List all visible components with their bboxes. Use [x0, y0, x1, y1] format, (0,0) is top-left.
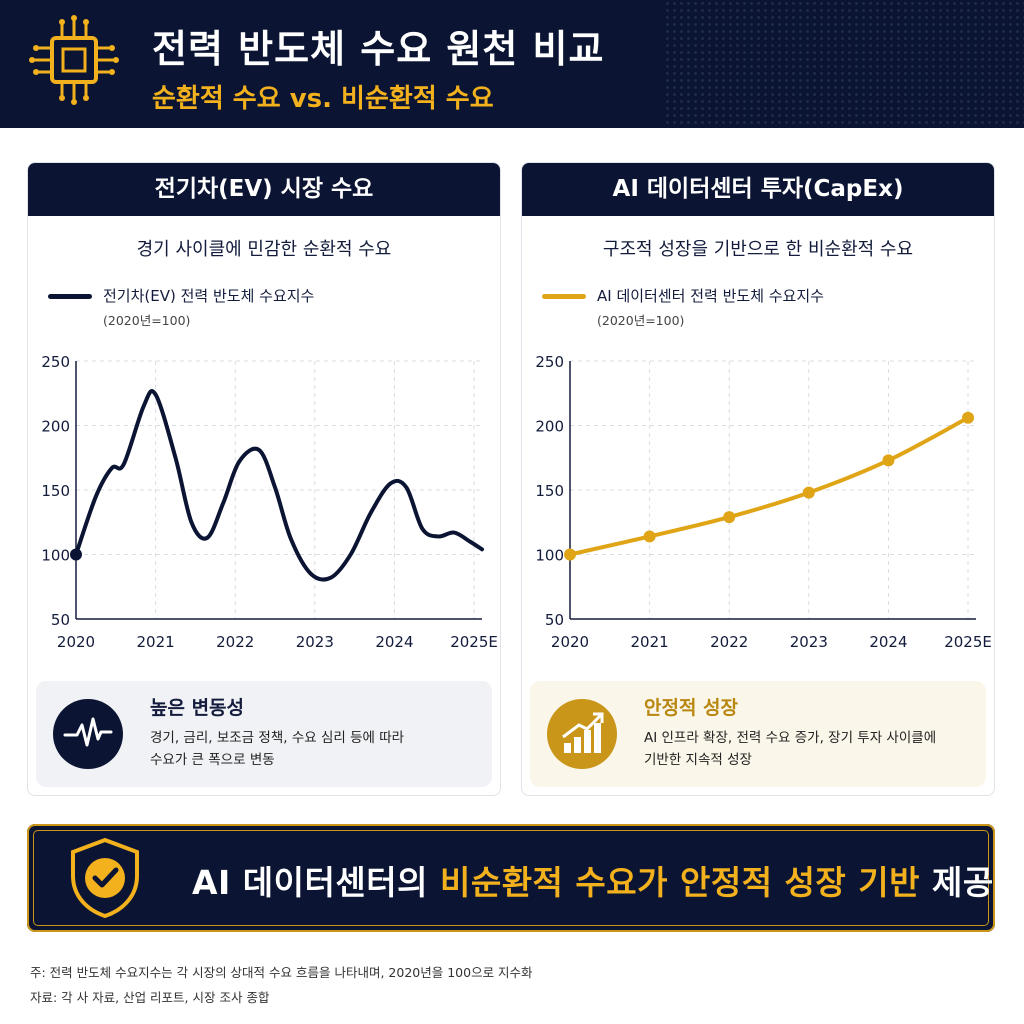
banner-text-part-3: [668, 863, 680, 902]
banner-border: [33, 830, 989, 926]
banner-highlight-2: 안정적 성장 기반: [679, 863, 920, 902]
ev-panel-subtitle: 경기 사이클에 민감한 순환적 수요: [136, 239, 392, 260]
ev-start-point: [70, 548, 82, 561]
shield-check-icon: [71, 837, 139, 919]
ai-legend-note: (2020년=100): [597, 313, 685, 328]
ai-box-title: 안정적 성장: [644, 697, 739, 719]
ai-legend-swatch: [542, 294, 586, 299]
ai-box-desc-line-2: 기반한 지속적 성장: [644, 752, 752, 768]
ai-data-point: [802, 486, 815, 499]
ev-xtick-label: 2020: [57, 633, 95, 651]
ev-ytick-label: 50: [51, 611, 70, 629]
ai-ytick-label: 50: [545, 611, 564, 629]
chip-icon: [29, 15, 119, 105]
ev-ytick-label: 150: [41, 482, 70, 500]
ev-ytick-label: 200: [41, 418, 70, 436]
ai-panel: AI 데이터센터 투자(CapEx) 구조적 성장을 기반으로 한 비순환적 수…: [521, 162, 995, 796]
ai-xtick-label: 2021: [631, 633, 669, 651]
ai-growth-box: 안정적 성장 AI 인프라 확장, 전력 수요 증가, 장기 투자 사이클에 기…: [530, 681, 986, 787]
footnote-definition: 주: 전력 반도체 수요지수는 각 시장의 상대적 수요 흐름을 나타내며, 2…: [30, 965, 533, 980]
banner-text-part-1: AI 데이터센터의: [192, 863, 440, 902]
banner-message: AI 데이터센터의 비순환적 수요가 안정적 성장 기반 제공: [192, 856, 994, 904]
banner-highlight-1: 비순환적 수요가: [439, 863, 668, 902]
ev-panel-title: 전기차(EV) 시장 수요: [28, 163, 500, 216]
ev-line-chart: 50 100 150 200 250 2020 2021 2022 2023 2024 2025E: [41, 353, 498, 651]
ai-data-point: [564, 548, 576, 561]
ai-xtick-label: 2024: [869, 633, 907, 651]
page-title: 전력 반도체 수요 원천 비교: [152, 27, 605, 71]
ev-legend-note: (2020년=100): [103, 313, 191, 328]
ev-series-line: [74, 389, 484, 582]
ai-box-desc-line-1: AI 인프라 확장, 전력 수요 증가, 장기 투자 사이클에: [644, 730, 937, 746]
header: 전력 반도체 수요 원천 비교 순환적 수요 vs. 비순환적 수요: [0, 0, 1024, 128]
ev-xtick-label: 2025E: [450, 633, 498, 651]
ai-ytick-label: 250: [535, 353, 564, 371]
conclusion-banner: AI 데이터센터의 비순환적 수요가 안정적 성장 기반 제공: [27, 824, 995, 932]
ai-data-point: [643, 530, 656, 543]
page-subtitle: 순환적 수요 vs. 비순환적 수요: [152, 84, 494, 114]
ai-series-line: [568, 415, 971, 557]
ai-ytick-label: 200: [535, 418, 564, 436]
ai-data-point: [882, 454, 895, 467]
ai-xtick-label: 2020: [551, 633, 589, 651]
ev-xtick-label: 2024: [375, 633, 413, 651]
ai-line-chart: 50 100 150 200 250 2020 2021 2022 2023 2024 2025E: [535, 353, 992, 651]
ev-legend-label: 전기차(EV) 전력 반도체 수요지수: [103, 287, 315, 305]
ev-volatility-box: 높은 변동성 경기, 금리, 보조금 정책, 수요 심리 등에 따라 수요가 큰…: [36, 681, 492, 787]
pulse-icon: [53, 699, 123, 769]
ai-box-description: AI 인프라 확장, 전력 수요 증가, 장기 투자 사이클에 기반한 지속적 …: [644, 727, 936, 771]
banner-text-part-5: 제공: [919, 863, 994, 902]
growth-chart-icon: [547, 699, 617, 769]
ev-legend-swatch: [48, 294, 92, 299]
ai-ytick-label: 100: [535, 547, 564, 565]
ai-ytick-label: 150: [535, 482, 564, 500]
ev-box-description: 경기, 금리, 보조금 정책, 수요 심리 등에 따라 수요가 큰 폭으로 변동: [150, 727, 404, 771]
ev-ytick-label: 250: [41, 353, 70, 371]
ai-panel-subtitle: 구조적 성장을 기반으로 한 비순환적 수요: [602, 239, 914, 260]
ev-xtick-label: 2021: [137, 633, 175, 651]
ai-xtick-label: 2023: [790, 633, 828, 651]
ev-box-desc-line-2: 수요가 큰 폭으로 변동: [150, 752, 275, 768]
ai-xtick-label: 2022: [710, 633, 748, 651]
ev-panel: 전기차(EV) 시장 수요 경기 사이클에 민감한 순환적 수요 전기차(EV)…: [27, 162, 501, 796]
footnote-source: 자료: 각 사 자료, 산업 리포트, 시장 조사 종합: [30, 990, 270, 1005]
ev-xtick-label: 2022: [216, 633, 254, 651]
ai-data-point: [723, 511, 736, 524]
ev-xtick-label: 2023: [296, 633, 334, 651]
ev-box-title: 높은 변동성: [150, 697, 245, 719]
ai-xtick-label: 2025E: [944, 633, 992, 651]
ai-panel-title: AI 데이터센터 투자(CapEx): [522, 163, 994, 216]
ev-box-desc-line-1: 경기, 금리, 보조금 정책, 수요 심리 등에 따라: [150, 730, 405, 746]
ev-ytick-label: 100: [41, 547, 70, 565]
world-map-pattern: [664, 0, 1024, 128]
ai-data-point: [962, 411, 975, 424]
ai-legend-label: AI 데이터센터 전력 반도체 수요지수: [597, 287, 824, 305]
